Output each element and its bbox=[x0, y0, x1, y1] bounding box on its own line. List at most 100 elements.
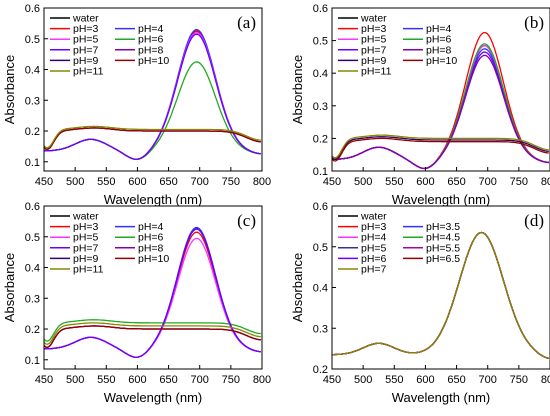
y-axis-title: Absorbance bbox=[290, 55, 305, 124]
x-tick-label: 450 bbox=[323, 176, 341, 188]
y-axis-title: Absorbance bbox=[2, 55, 17, 124]
x-axis-title: Wavelength (nm) bbox=[104, 390, 203, 405]
legend-label: pH=4 bbox=[426, 23, 452, 35]
legend-label: pH=8 bbox=[138, 242, 164, 254]
x-tick-label: 700 bbox=[479, 176, 497, 188]
legend-entry: pH=3.5 bbox=[403, 221, 460, 233]
y-tick-label: 0.5 bbox=[313, 242, 328, 254]
x-tick-label: 800 bbox=[541, 176, 550, 188]
legend-label: pH=3 bbox=[361, 221, 387, 233]
y-axis-title: Absorbance bbox=[290, 253, 305, 322]
x-tick-label: 750 bbox=[222, 374, 240, 386]
legend-label: pH=5.5 bbox=[426, 242, 460, 254]
x-tick-label: 500 bbox=[354, 176, 372, 188]
legend-entry: pH=6 bbox=[115, 34, 164, 46]
y-tick-label: 0.1 bbox=[313, 166, 328, 178]
plot-frame bbox=[43, 205, 263, 370]
x-axis-title: Wavelength (nm) bbox=[392, 390, 491, 405]
y-tick-label: 0.2 bbox=[25, 324, 40, 336]
legend-label: pH=3 bbox=[73, 23, 99, 35]
x-tick-label: 550 bbox=[97, 374, 115, 386]
legend-label: pH=4.5 bbox=[426, 232, 460, 244]
y-tick-label: 0.6 bbox=[25, 201, 40, 213]
legend-label: pH=10 bbox=[138, 253, 169, 265]
legend-entry: pH=5 bbox=[50, 232, 99, 244]
legend-entry: pH=11 bbox=[50, 66, 104, 78]
legend-entry: pH=7 bbox=[50, 242, 99, 254]
x-tick-label: 750 bbox=[510, 176, 528, 188]
y-tick-label: 0.3 bbox=[25, 293, 40, 305]
legend-label: pH=8 bbox=[138, 44, 164, 56]
legend-entry: pH=3 bbox=[338, 23, 387, 35]
legend-entry: pH=7 bbox=[50, 44, 99, 56]
legend-label: pH=7 bbox=[361, 44, 387, 56]
y-tick-label: 0.3 bbox=[313, 101, 328, 113]
legend-label: pH=6.5 bbox=[426, 253, 460, 265]
x-tick-label: 450 bbox=[35, 374, 53, 386]
y-tick-label: 0.5 bbox=[25, 34, 40, 46]
legend-entry: pH=4.5 bbox=[403, 232, 460, 244]
legend-entry: water bbox=[50, 13, 99, 25]
legend-entry: pH=10 bbox=[403, 55, 457, 67]
series-line bbox=[43, 127, 261, 150]
x-tick-label: 500 bbox=[354, 374, 372, 386]
legend-label: pH=3 bbox=[361, 23, 387, 35]
series-line bbox=[43, 319, 261, 342]
legend-label: pH=10 bbox=[138, 55, 169, 67]
legend-entry: pH=10 bbox=[115, 55, 169, 67]
x-tick-label: 500 bbox=[66, 374, 84, 386]
legend-entry: pH=7 bbox=[338, 44, 387, 56]
series-line bbox=[43, 325, 261, 348]
panel-label: (c) bbox=[237, 211, 256, 230]
legend-entry: pH=6 bbox=[338, 253, 387, 265]
x-tick-label: 700 bbox=[191, 374, 209, 386]
legend-label: pH=11 bbox=[73, 264, 104, 276]
legend-label: pH=3 bbox=[73, 221, 99, 233]
legend-label: water bbox=[360, 211, 387, 223]
legend-label: pH=9 bbox=[361, 55, 387, 67]
legend-entry: pH=11 bbox=[338, 66, 392, 78]
legend-label: pH=5 bbox=[361, 34, 387, 46]
y-tick-label: 0.6 bbox=[313, 3, 328, 15]
plot-frame bbox=[43, 7, 263, 172]
y-tick-label: 0.2 bbox=[313, 364, 328, 376]
legend-entry: pH=4 bbox=[403, 23, 452, 35]
x-tick-label: 750 bbox=[222, 176, 240, 188]
legend-label: water bbox=[360, 13, 387, 25]
x-tick-label: 550 bbox=[385, 374, 403, 386]
chart-panel: 450 500 550 600 650 700 750 800 0.1 0.2 0.3 0.4 0.5 0… bbox=[290, 3, 550, 207]
legend-entry: pH=5 bbox=[338, 242, 387, 254]
y-tick-label: 0.1 bbox=[25, 355, 40, 367]
y-tick-label: 0.6 bbox=[313, 201, 328, 213]
y-tick-label: 0.4 bbox=[25, 263, 40, 275]
series-line bbox=[43, 322, 261, 345]
x-tick-label: 500 bbox=[66, 176, 84, 188]
legend-entry: pH=8 bbox=[403, 44, 452, 56]
series-line bbox=[43, 228, 261, 358]
y-tick-label: 0.3 bbox=[313, 323, 328, 335]
y-tick-label: 0.6 bbox=[25, 3, 40, 15]
panel-label: (d) bbox=[524, 211, 544, 230]
y-tick-label: 0.2 bbox=[313, 133, 328, 145]
x-tick-label: 650 bbox=[447, 176, 465, 188]
legend-entry: pH=9 bbox=[50, 253, 99, 265]
y-tick-label: 0.2 bbox=[25, 126, 40, 138]
series-line bbox=[331, 134, 549, 159]
y-tick-label: 0.5 bbox=[25, 232, 40, 244]
x-tick-label: 600 bbox=[416, 176, 434, 188]
x-tick-label: 550 bbox=[97, 176, 115, 188]
legend-label: pH=6 bbox=[426, 34, 452, 46]
plot-frame bbox=[331, 7, 550, 172]
x-tick-label: 600 bbox=[416, 374, 434, 386]
legend-label: pH=7 bbox=[73, 44, 99, 56]
x-axis-title: Wavelength (nm) bbox=[392, 192, 491, 207]
legend-label: pH=5 bbox=[73, 34, 99, 46]
legend-entry: pH=6 bbox=[115, 232, 164, 244]
legend-label: pH=10 bbox=[426, 55, 457, 67]
y-tick-label: 0.5 bbox=[313, 36, 328, 48]
legend-label: pH=7 bbox=[361, 264, 387, 276]
x-tick-label: 450 bbox=[323, 374, 341, 386]
legend-entry: pH=8 bbox=[115, 242, 164, 254]
legend-label: water bbox=[72, 13, 99, 25]
legend-label: pH=6 bbox=[138, 34, 164, 46]
